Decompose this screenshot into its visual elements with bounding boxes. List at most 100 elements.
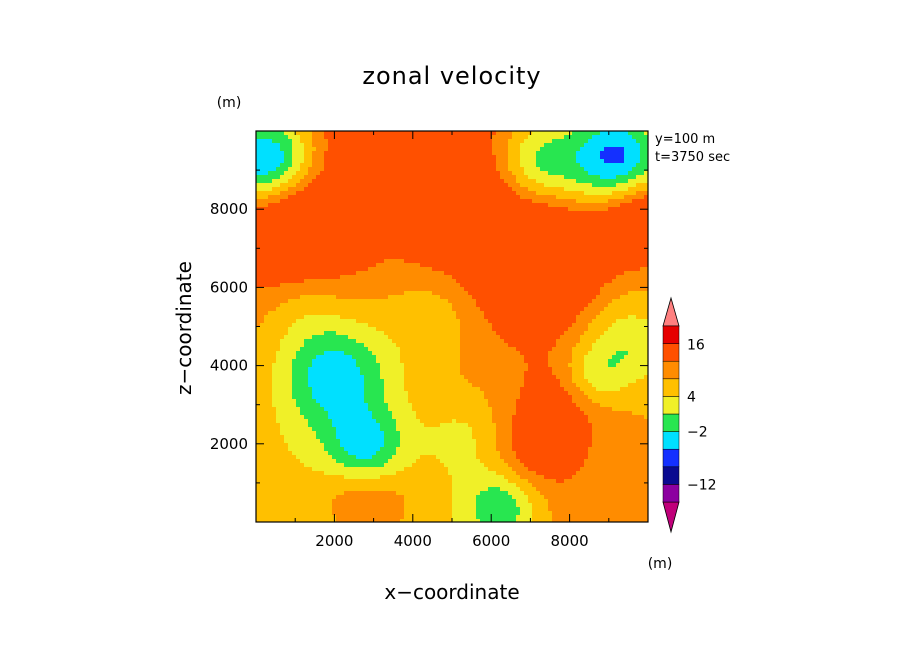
field-cell <box>644 251 649 256</box>
field-cell <box>436 163 441 168</box>
field-cell <box>512 203 517 208</box>
field-cell <box>464 271 469 276</box>
field-cell <box>388 271 393 276</box>
field-cell <box>360 251 365 256</box>
field-cell <box>336 235 341 240</box>
field-cell <box>608 271 613 276</box>
field-cell <box>296 323 301 328</box>
field-cell <box>552 239 557 244</box>
field-cell <box>296 207 301 212</box>
field-cell <box>432 287 437 292</box>
field-cell <box>336 287 341 292</box>
field-cell <box>300 259 305 264</box>
field-cell <box>612 267 617 272</box>
field-cell <box>576 231 581 236</box>
field-cell <box>408 255 413 260</box>
field-cell <box>336 227 341 232</box>
field-cell <box>544 255 549 260</box>
field-cell <box>360 287 365 292</box>
field-cell <box>340 283 345 288</box>
field-cell <box>396 267 401 272</box>
field-cell <box>368 199 373 204</box>
field-cell <box>300 323 305 328</box>
field-cell <box>564 163 569 168</box>
field-cell <box>444 275 449 280</box>
field-cell <box>336 315 341 320</box>
field-cell <box>640 179 645 184</box>
field-cell <box>304 279 309 284</box>
field-cell <box>496 159 501 164</box>
field-cell <box>456 135 461 140</box>
field-cell <box>384 287 389 292</box>
field-cell <box>396 163 401 168</box>
field-cell <box>368 187 373 192</box>
field-cell <box>412 331 417 336</box>
field-cell <box>404 247 409 252</box>
field-cell <box>460 147 465 152</box>
field-cell <box>368 211 373 216</box>
field-cell <box>628 319 633 324</box>
field-cell <box>580 267 585 272</box>
field-cell <box>488 139 493 144</box>
field-cell <box>600 239 605 244</box>
field-cell <box>360 191 365 196</box>
field-cell <box>480 175 485 180</box>
field-cell <box>308 243 313 248</box>
field-cell <box>516 251 521 256</box>
field-cell <box>380 195 385 200</box>
field-cell <box>608 175 613 180</box>
field-cell <box>260 199 265 204</box>
field-cell <box>436 271 441 276</box>
field-cell <box>512 171 517 176</box>
field-cell <box>320 247 325 252</box>
field-cell <box>384 167 389 172</box>
field-cell <box>500 155 505 160</box>
field-cell <box>324 219 329 224</box>
field-cell <box>404 315 409 320</box>
field-cell <box>636 175 641 180</box>
field-cell <box>484 135 489 140</box>
field-cell <box>416 227 421 232</box>
field-cell <box>308 143 313 148</box>
field-cell <box>576 311 581 316</box>
field-cell <box>260 147 265 152</box>
field-cell <box>268 291 273 296</box>
field-cell <box>516 327 521 332</box>
field-cell <box>344 211 349 216</box>
field-cell <box>544 195 549 200</box>
field-cell <box>260 219 265 224</box>
field-cell <box>644 219 649 224</box>
field-cell <box>444 319 449 324</box>
field-cell <box>444 147 449 152</box>
field-cell <box>532 223 537 228</box>
field-cell <box>604 291 609 296</box>
field-cell <box>632 199 637 204</box>
field-cell <box>316 327 321 332</box>
field-cell <box>324 295 329 300</box>
field-cell <box>436 255 441 260</box>
field-cell <box>548 311 553 316</box>
field-cell <box>412 311 417 316</box>
field-cell <box>432 275 437 280</box>
field-cell <box>400 215 405 220</box>
field-cell <box>412 135 417 140</box>
field-cell <box>552 279 557 284</box>
field-cell <box>348 147 353 152</box>
field-cell <box>304 331 309 336</box>
field-cell <box>264 327 269 332</box>
field-cell <box>444 187 449 192</box>
field-cell <box>612 147 617 152</box>
field-cell <box>636 215 641 220</box>
field-cell <box>308 183 313 188</box>
field-cell <box>548 331 553 336</box>
field-cell <box>616 271 621 276</box>
field-cell <box>312 211 317 216</box>
field-cell <box>596 203 601 208</box>
field-cell <box>356 307 361 312</box>
field-cell <box>444 223 449 228</box>
field-cell <box>496 215 501 220</box>
field-cell <box>480 327 485 332</box>
field-cell <box>444 279 449 284</box>
field-cell <box>376 323 381 328</box>
field-cell <box>276 231 281 236</box>
